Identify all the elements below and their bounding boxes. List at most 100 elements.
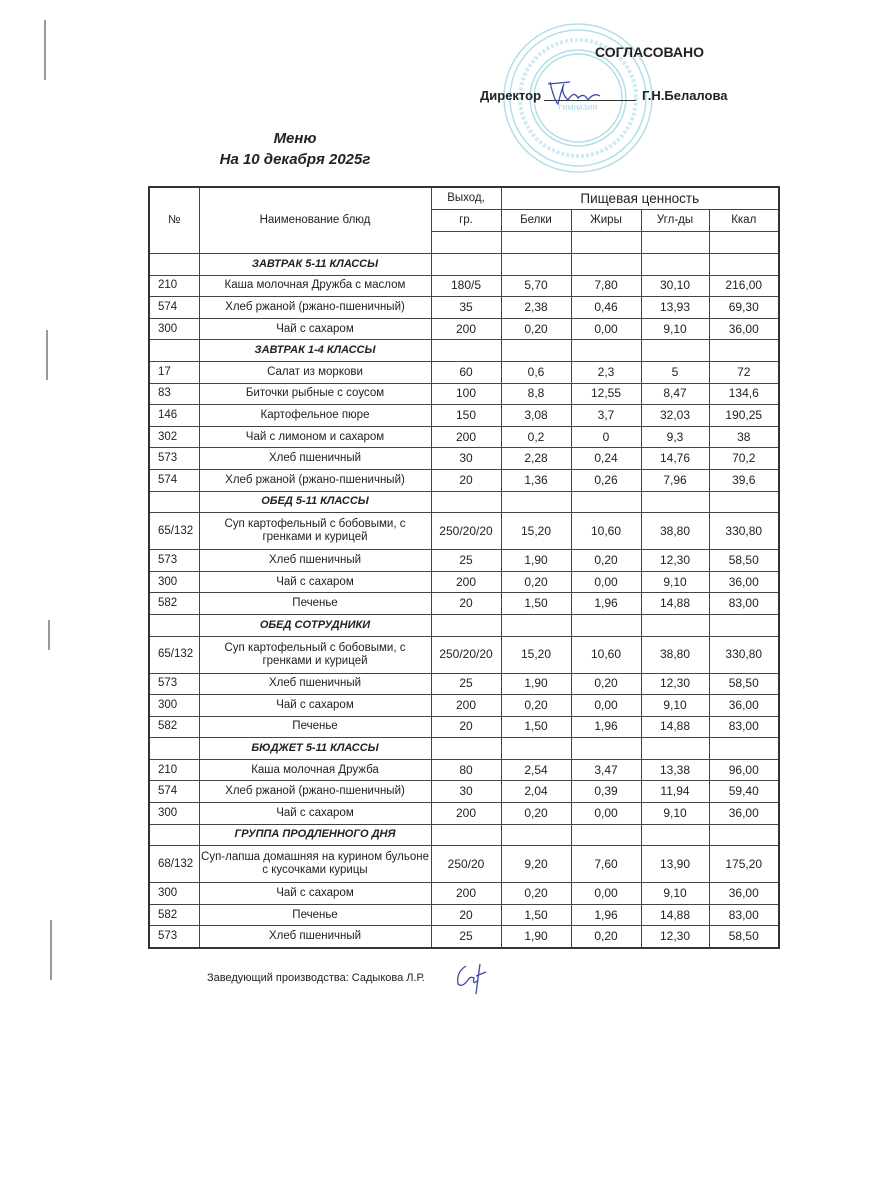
cell-kcal: 36,00: [708, 882, 780, 905]
cell-num: 573: [148, 549, 200, 572]
cell-name: Чай с сахаром: [198, 570, 432, 594]
table-row: 65/132 Суп картофельный с бобовыми, с гре…: [148, 512, 780, 551]
cell-yield: 200: [430, 882, 502, 905]
section-title: ЗАВТРАК 5-11 КЛАССЫ: [198, 253, 432, 276]
cell-fat: 7,80: [570, 274, 642, 298]
cell-num: 574: [148, 780, 200, 804]
cell-name: Печенье: [198, 903, 432, 927]
cell-yield: 20: [430, 903, 502, 927]
empty-cell: [500, 231, 572, 254]
cell-fat: 0,39: [570, 780, 642, 804]
cell-name: Суп картофельный с бобовыми, с гренками …: [198, 635, 432, 674]
section-row: ЗАВТРАК 5-11 КЛАССЫ: [148, 253, 780, 276]
cell-protein: 2,38: [500, 296, 572, 319]
table-row: 17 Салат из моркови 60 0,6 2,3 5 72: [148, 360, 780, 384]
cell-name: Салат из моркови: [198, 360, 432, 384]
cell-num: 574: [148, 468, 200, 492]
empty-cell: [430, 339, 502, 362]
empty-cell: [570, 737, 642, 760]
empty-cell: [500, 339, 572, 362]
empty-cell: [570, 490, 642, 514]
cell-name: Чай с лимоном и сахаром: [198, 425, 432, 449]
cell-carbs: 9,10: [640, 317, 710, 341]
cell-fat: 0,00: [570, 317, 642, 341]
cell-name: Печенье: [198, 592, 432, 615]
cell-kcal: 59,40: [708, 780, 780, 804]
cell-fat: 0,20: [570, 672, 642, 696]
empty-cell: [570, 823, 642, 847]
title-line-2: На 10 декабря 2025г: [219, 151, 371, 168]
cell-name: Хлеб пшеничный: [198, 672, 432, 696]
table-row: 83 Биточки рыбные с соусом 100 8,8 12,55 8,47…: [148, 382, 780, 406]
scan-artifact: [44, 20, 46, 80]
empty-cell: [430, 737, 502, 760]
cell-fat: 3,7: [570, 404, 642, 427]
empty-cell: [708, 490, 780, 514]
cell-protein: 1,90: [500, 549, 572, 572]
official-stamp: ГИМНАЗИЯ: [503, 23, 653, 173]
cell-fat: 3,47: [570, 758, 642, 782]
cell-carbs: 30,10: [640, 274, 710, 298]
cell-yield: 60: [430, 360, 502, 384]
cell-protein: 8,8: [500, 382, 572, 406]
table-row: 300 Чай с сахаром 200 0,20 0,00 9,10 36,00: [148, 317, 780, 341]
cell-carbs: 9,10: [640, 882, 710, 905]
signature-line: [544, 86, 637, 101]
cell-carbs: 14,88: [640, 592, 710, 615]
cell-fat: 0,00: [570, 802, 642, 825]
cell-num: 573: [148, 447, 200, 470]
table-row: 65/132 Суп картофельный с бобовыми, с гре…: [148, 635, 780, 674]
cell-fat: 0,46: [570, 296, 642, 319]
empty-cell: [708, 339, 780, 362]
cell-name: Картофельное пюре: [198, 404, 432, 427]
cell-kcal: 134,6: [708, 382, 780, 406]
table-row: 68/132 Суп-лапша домашняя на курином буль…: [148, 845, 780, 884]
header-carbs: Угл-ды: [640, 209, 710, 232]
section-row: БЮДЖЕТ 5-11 КЛАССЫ: [148, 737, 780, 760]
table-row: 573 Хлеб пшеничный 25 1,90 0,20 12,30 58,50: [148, 925, 780, 949]
cell-carbs: 11,94: [640, 780, 710, 804]
empty-cell: [500, 613, 572, 637]
cell-name: Каша молочная Дружба: [198, 758, 432, 782]
director-signature: [547, 81, 601, 106]
empty-cell: [640, 490, 710, 514]
header-kcal: Ккал: [708, 209, 780, 232]
empty-cell: [430, 613, 502, 637]
cell-name: Хлеб ржаной (ржано-пшеничный): [198, 468, 432, 492]
scan-artifact: [46, 330, 48, 380]
cell-carbs: 14,76: [640, 447, 710, 470]
table-row: 146 Картофельное пюре 150 3,08 3,7 32,03 190,2…: [148, 404, 780, 427]
cell-yield: 150: [430, 404, 502, 427]
cell-protein: 0,20: [500, 802, 572, 825]
cell-yield: 25: [430, 672, 502, 696]
cell-protein: 15,20: [500, 512, 572, 551]
table-row: 300 Чай с сахаром 200 0,20 0,00 9,10 36,00: [148, 802, 780, 825]
cell-num: 146: [148, 404, 200, 427]
section-row: ЗАВТРАК 1-4 КЛАССЫ: [148, 339, 780, 362]
cell-kcal: 36,00: [708, 570, 780, 594]
empty-cell: [640, 339, 710, 362]
menu-table-body: ЗАВТРАК 5-11 КЛАССЫ 210 Каша молочная Друж…: [148, 253, 780, 949]
cell-name: Чай с сахаром: [198, 802, 432, 825]
cell-num: 582: [148, 715, 200, 739]
empty-cell: [148, 737, 200, 760]
cell-yield: 80: [430, 758, 502, 782]
scan-artifact: [48, 620, 50, 650]
section-title: ЗАВТРАК 1-4 КЛАССЫ: [198, 339, 432, 362]
cell-name: Чай с сахаром: [198, 317, 432, 341]
cell-protein: 3,08: [500, 404, 572, 427]
cell-protein: 1,36: [500, 468, 572, 492]
cell-protein: 2,04: [500, 780, 572, 804]
cell-fat: 1,96: [570, 903, 642, 927]
header-fat: Жиры: [570, 209, 642, 232]
cell-carbs: 13,38: [640, 758, 710, 782]
cell-carbs: 9,10: [640, 802, 710, 825]
header-yield-top: Выход,: [430, 186, 502, 210]
header-name: Наименование блюд: [198, 186, 432, 254]
cell-carbs: 38,80: [640, 512, 710, 551]
cell-yield: 100: [430, 382, 502, 406]
cell-protein: 0,6: [500, 360, 572, 384]
cell-num: 582: [148, 592, 200, 615]
title-line-1: Меню: [273, 130, 317, 147]
cell-name: Хлеб пшеничный: [198, 549, 432, 572]
